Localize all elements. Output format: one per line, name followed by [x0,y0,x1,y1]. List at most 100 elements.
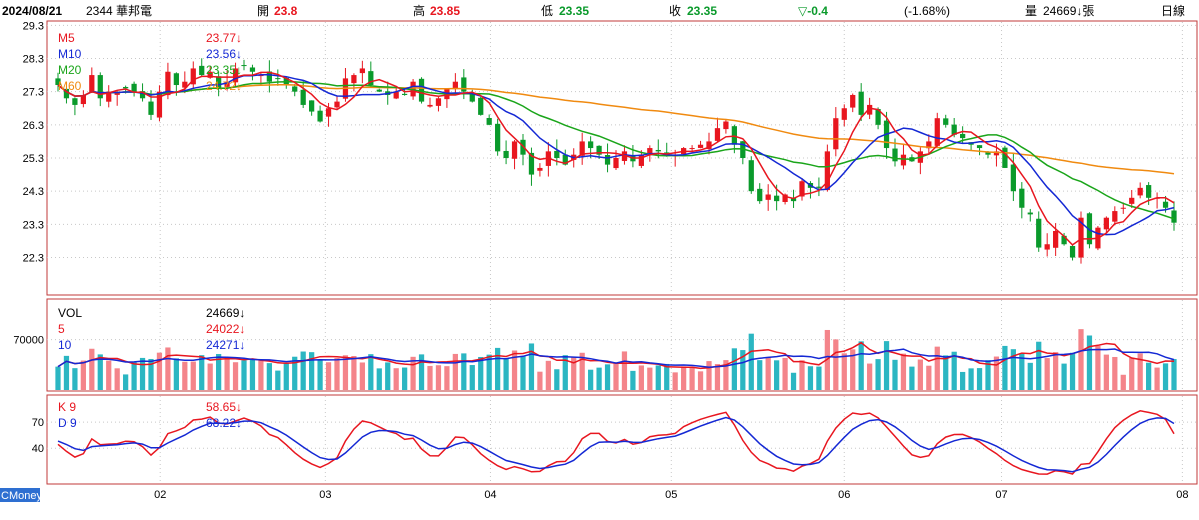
legend-vol5-name: 5 [58,322,65,336]
volume-bar [1078,329,1084,390]
candle-body [1120,207,1126,209]
candle-body [782,194,788,202]
volume-bar [503,358,509,390]
candle-body [1129,197,1135,204]
candle-body [216,76,222,89]
candle-body [190,68,196,85]
legend-vol5-value: 24022↓ [206,322,245,336]
candle-body [858,91,864,115]
volume-bar [1010,349,1016,390]
candle-body [528,152,535,175]
x-axis: 02 03 04 05 06 07 08 [154,489,1188,501]
candle-body [841,108,847,120]
candle-body [900,154,907,166]
volume-bar [435,365,442,390]
candle-body [765,194,771,200]
volume-bar [461,353,467,390]
legend-m5-name: M5 [58,31,75,45]
volume-bar [342,355,349,390]
candle-body [1053,230,1059,248]
candle-body [1010,164,1016,192]
candle-body [325,108,332,117]
price-tick-label: 28.3 [23,53,44,65]
price-tick-label: 25.3 [23,153,44,165]
volume-bar [469,365,475,390]
candle-body [1137,187,1143,196]
volume-bar [1053,352,1059,390]
volume-bar [867,363,873,390]
candle-body [926,141,932,149]
candle-body [376,89,382,92]
volume-bar [816,366,822,390]
legend-vol10-value: 24271↓ [206,338,245,352]
volume-bar [790,372,797,390]
legend-m10-value: 23.56↓ [206,47,242,61]
candle-body [647,148,653,154]
volume-bar [114,368,120,390]
volume-bar [968,368,974,390]
candle-body [697,144,704,148]
header-stock: 2344 華邦電 [86,4,152,18]
candle-body [537,167,543,171]
volume-bar [1162,363,1169,390]
legend-vol-value: 24669↓ [206,306,245,320]
legend-m5-value: 23.77↓ [206,31,242,45]
candle-body [714,128,721,141]
candle-body [427,104,433,107]
volume-bar [1112,356,1118,390]
volume-bar [266,363,272,390]
candle-body [655,149,661,152]
volume-bar [385,362,391,390]
candle-body [461,77,467,92]
volume-bar [224,358,230,390]
candle-body [723,121,729,130]
volume-bar [740,350,746,390]
volume-bar [359,362,365,390]
candle-body [97,75,103,99]
kd-tick-label: 70 [32,417,44,429]
header-change-pct: (-1.68%) [904,4,950,18]
volume-bar [1027,362,1033,390]
volume-bar [909,366,915,390]
volume-bar [292,356,298,390]
price-tick-label: 22.3 [23,253,44,265]
candle-body [402,93,408,95]
legend-vol-name: VOL [58,306,82,320]
candle-body [604,155,611,165]
volume-bar [131,361,137,390]
volume-bar [748,333,754,390]
volume-bar [926,365,932,390]
volume-bar [976,368,983,390]
candle-body [486,117,492,125]
volume-bar [309,352,315,390]
candle-body [951,124,957,135]
candle-body [1146,185,1152,198]
volume-bar [917,359,923,390]
volume-bar [1154,367,1160,390]
volume-bar [1146,362,1152,390]
candle-body [1019,188,1025,208]
volume-bar [520,356,526,390]
legend-vol10-name: 10 [58,338,72,352]
volume-bar [351,356,357,390]
candle-body [934,118,940,146]
volume-bar [80,360,86,390]
volume-bar [275,370,281,390]
legend-m20-name: M20 [58,63,82,77]
legend-m60-value: 24.72↓ [206,79,242,93]
watermark: CMoney [1,490,42,502]
volume-bar [1044,358,1050,390]
volume-bar [1103,354,1109,390]
volume-bar [951,351,957,390]
volume-bar [562,355,568,390]
ma60-line [57,84,1175,175]
candle-body [892,148,898,162]
candle-body [1078,217,1084,258]
volume-bar [892,359,898,390]
price-tick-label: 27.3 [23,87,44,99]
header-period: 日線 [1161,3,1185,18]
volume-bar [554,369,560,390]
volume-bar [579,352,585,390]
volume-bar [199,355,205,390]
volume-bar [139,357,146,390]
